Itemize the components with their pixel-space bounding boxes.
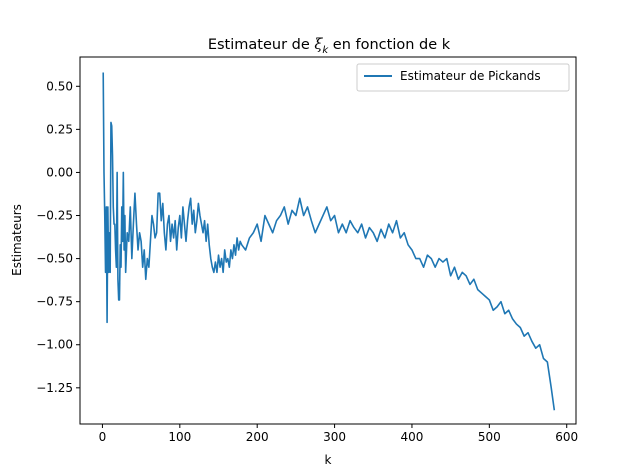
y-tick-label: 0.50	[46, 79, 73, 93]
x-tick-label: 500	[478, 430, 501, 444]
y-tick-label: −1.25	[36, 381, 73, 395]
legend: Estimateur de Pickands	[356, 63, 570, 92]
y-tick-label: 0.25	[46, 122, 73, 136]
chart-title-symbol: ξ	[314, 37, 323, 53]
y-axis: −1.25 −1.00 −0.75 −0.50 −0.25 0.00 0.25 0.50	[36, 79, 80, 395]
chart-title: Estimateur de ξk en fonction de k	[208, 37, 451, 56]
x-axis-label: k	[325, 453, 332, 467]
chart-title-subscript: k	[322, 45, 329, 56]
x-tick-label: 100	[168, 430, 191, 444]
y-tick-label: −0.25	[36, 209, 73, 223]
x-tick-label: 600	[555, 430, 578, 444]
legend-label: Estimateur de Pickands	[400, 69, 541, 83]
legend-box	[356, 63, 570, 92]
x-tick-label: 200	[246, 430, 269, 444]
series-line-pickands	[102, 72, 556, 411]
x-axis: 0 100 200 300 400 500 600	[99, 424, 578, 444]
plot-area	[79, 56, 577, 425]
chart-title-main: Estimateur de	[208, 37, 315, 53]
y-tick-label: −1.00	[36, 338, 73, 352]
series-layer	[102, 72, 556, 411]
x-tick-label: 300	[323, 430, 346, 444]
x-tick-label: 0	[99, 430, 107, 444]
x-tick-label: 400	[401, 430, 424, 444]
y-tick-label: 0.00	[46, 165, 73, 179]
y-tick-label: −0.50	[36, 252, 73, 266]
chart-title-tail: en fonction de k	[328, 37, 451, 53]
y-axis-label: Estimateurs	[10, 204, 24, 276]
y-tick-label: −0.75	[36, 295, 73, 309]
